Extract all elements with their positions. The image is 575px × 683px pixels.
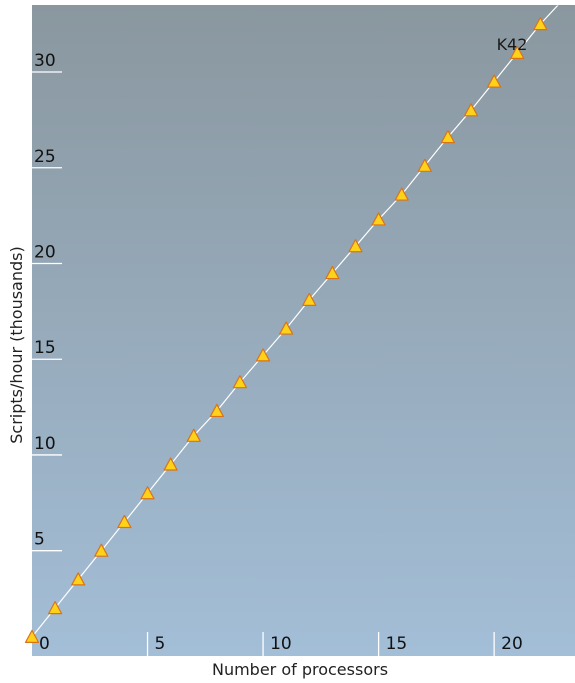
data-point: [163, 457, 178, 471]
data-point: [232, 375, 248, 389]
data-point: [325, 265, 340, 280]
data-point: [533, 17, 548, 31]
x-tick-label: 0: [39, 634, 50, 654]
data-point: [140, 486, 155, 500]
x-axis-title: Number of processors: [212, 660, 388, 679]
data-point: [463, 103, 479, 117]
y-axis: 5 10 15 20 25 30: [32, 51, 62, 552]
data-point: [394, 187, 409, 201]
data-point: [209, 403, 224, 418]
series-layer: [24, 5, 571, 643]
plot-background: [32, 5, 575, 656]
data-point: [302, 292, 317, 306]
data-point: [117, 514, 132, 529]
y-tick-label: 10: [34, 434, 56, 454]
x-axis: 0 5 10 15 20: [39, 632, 523, 656]
y-axis-title: Scripts/hour (thousands): [7, 246, 26, 443]
data-point: [71, 572, 86, 586]
x-tick-label: 5: [155, 634, 166, 654]
y-tick-label: 25: [34, 147, 56, 167]
data-point: [556, 5, 571, 6]
data-point: [440, 130, 456, 144]
data-point: [94, 543, 109, 557]
y-tick-label: 5: [34, 530, 45, 550]
x-tick-label: 10: [270, 634, 292, 654]
data-point: [255, 348, 271, 362]
x-tick-label: 20: [501, 634, 523, 654]
y-tick-label: 15: [34, 338, 56, 358]
data-point: [510, 45, 525, 59]
data-point: [24, 629, 40, 643]
data-point: [186, 428, 201, 442]
data-point: [371, 212, 386, 226]
series-label: K42: [497, 35, 528, 54]
data-point: [417, 158, 432, 172]
data-point: [48, 601, 63, 615]
x-tick-label: 15: [386, 634, 408, 654]
data-point: [487, 74, 502, 88]
data-point: [348, 239, 363, 253]
y-tick-label: 30: [34, 51, 56, 71]
y-tick-label: 20: [34, 242, 56, 262]
data-point: [279, 321, 294, 335]
